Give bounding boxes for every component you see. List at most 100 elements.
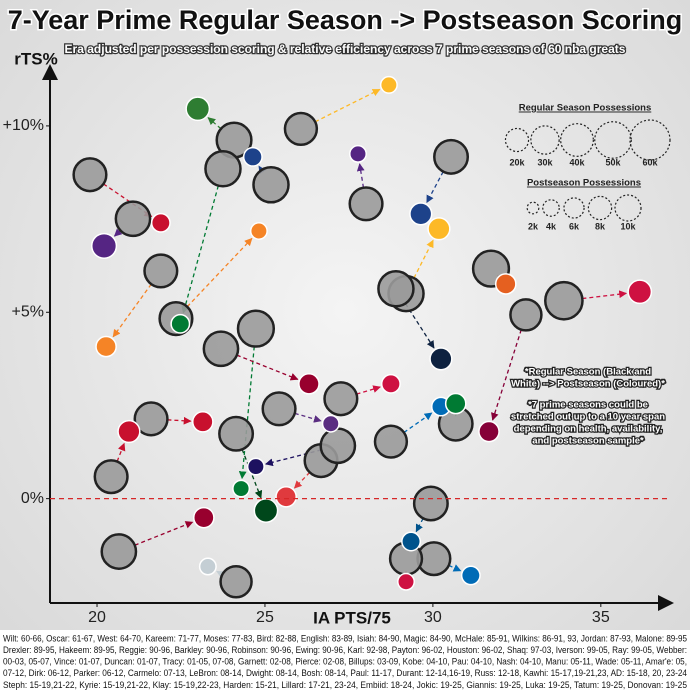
postseason-point [379, 75, 398, 94]
y-tick-label: 0% [21, 490, 44, 507]
postseason-point [444, 392, 467, 415]
y-tick-label: +10% [3, 117, 44, 134]
plot [72, 75, 653, 599]
regular-season-point [100, 533, 138, 570]
arrow [426, 171, 444, 204]
size-legend-label: 40k [569, 157, 585, 167]
size-legend-circle [530, 125, 560, 155]
regular-season-point [252, 166, 290, 204]
regular-season-point [114, 200, 152, 238]
regular-season-point [261, 391, 297, 427]
regular-season-point [509, 298, 543, 332]
regular-season-point [72, 157, 108, 193]
footer-line: 00-03, 05-07, Vince: 01-07, Duncan: 01-0… [3, 657, 687, 667]
postseason-point [253, 498, 279, 523]
postseason-point [249, 222, 268, 240]
arrow [413, 239, 434, 279]
arrow [116, 442, 126, 462]
postseason-point [494, 273, 517, 295]
footer-line: Steph: 15-19,21-22, Kyrie: 15-19,21-22, … [3, 680, 687, 690]
regular-season-point [348, 186, 384, 222]
postseason-point [185, 96, 211, 122]
arrow [314, 88, 381, 123]
annotation: White) --> Postseason (Coloured)* [511, 379, 665, 390]
x-tick-label: 30 [424, 609, 442, 626]
arrow [241, 449, 263, 499]
postseason-point [401, 531, 422, 552]
x-tick-label: 25 [256, 609, 274, 626]
postseason-point [170, 313, 191, 334]
postseason-point [380, 373, 401, 394]
regular-season-point [433, 138, 470, 175]
size-legend-circle [587, 195, 613, 221]
postseason-point [349, 144, 367, 163]
regular-season-point [377, 270, 415, 308]
arrow [134, 521, 194, 546]
size-legend-label: 8k [595, 221, 606, 231]
arrow [236, 354, 299, 381]
x-tick-label: 20 [88, 609, 106, 626]
postseason-point [232, 479, 251, 498]
regular-season-point [373, 424, 409, 459]
arrow [582, 290, 628, 300]
arrow [294, 412, 322, 423]
size-legend-title: Regular Season Possessions [519, 103, 652, 114]
y-axis-label: rTS% [14, 49, 57, 68]
footer-line: Wilt: 60-66, Oscar: 61-67, West: 64-70, … [3, 633, 687, 643]
arrow [238, 346, 255, 480]
x-tick-label: 35 [592, 609, 610, 626]
arrow [448, 564, 462, 572]
size-legend-title: Postseason Possessions [527, 178, 641, 189]
arrow [186, 237, 253, 308]
postseason-point [192, 411, 214, 433]
postseason-point [150, 212, 171, 233]
regular-season-point [202, 330, 240, 368]
size-legend-label: 20k [509, 157, 525, 167]
size-legend-circle [629, 119, 671, 161]
regular-season-point [133, 401, 169, 437]
regular-season-point [143, 253, 179, 289]
arrow [167, 416, 192, 425]
arrow [491, 329, 522, 421]
arrow [181, 185, 219, 314]
size-legend-circle [614, 194, 642, 222]
annotation: *Regular Season (Black and [525, 367, 651, 378]
postseason-point [298, 373, 320, 395]
footer-line: Drexler: 89-95, Hakeem: 89-95, Reggie: 9… [3, 645, 687, 655]
postseason-point [321, 414, 340, 433]
x-axis-label: IA PTS/75 [313, 608, 391, 627]
chart-title: 7-Year Prime Regular Season -> Postseaso… [8, 5, 683, 35]
y-tick-label: +5% [12, 303, 44, 320]
postseason-point [627, 279, 653, 305]
footer-line: 07-12, Dirk: 06-12, Parker: 06-12, Carme… [3, 668, 687, 678]
size-legend-label: 50k [605, 157, 621, 167]
annotation: *7 prime seasons could be [528, 400, 648, 411]
regular-season-point [319, 427, 357, 465]
annotation: and postseason sample* [532, 436, 644, 447]
arrow [103, 183, 153, 218]
regular-season-point [544, 280, 584, 321]
postseason-point [117, 419, 141, 444]
regular-season-point [236, 309, 276, 348]
size-legend-circle [526, 201, 540, 215]
regular-season-point [323, 381, 359, 417]
postseason-point [246, 457, 265, 476]
chart-subtitle: Era adjusted per possession scoring & re… [65, 42, 626, 56]
regular-season-point [412, 485, 449, 522]
postseason-point [429, 347, 453, 371]
size-legend-circle [560, 123, 594, 157]
postseason-point [95, 335, 117, 358]
postseason-point [409, 202, 433, 226]
size-legend-label: 10k [620, 221, 636, 231]
size-legend-circle [542, 199, 560, 217]
size-legend-circle [594, 121, 632, 159]
arrow [403, 412, 433, 434]
size-legend-label: 4k [546, 221, 557, 231]
postseason-point [198, 557, 217, 576]
regular-season-point [219, 565, 253, 599]
arrow [112, 283, 152, 338]
postseason-point [90, 232, 118, 260]
postseason-point [193, 506, 215, 529]
size-legend-circle [563, 197, 585, 219]
